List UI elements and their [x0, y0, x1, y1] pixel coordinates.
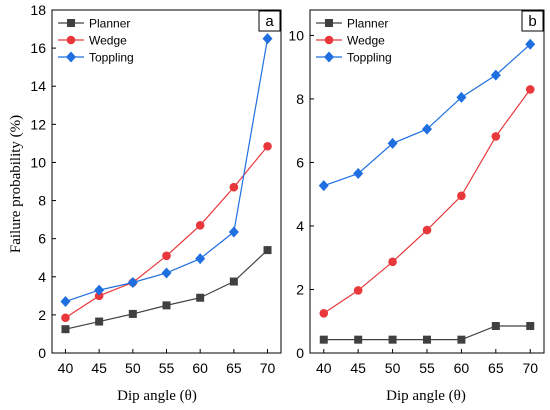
y-tick-label: 10: [288, 27, 304, 43]
legend-label: Planner: [347, 17, 388, 31]
data-point-planner: [95, 317, 104, 326]
data-point-toppling: [60, 296, 71, 308]
data-point-toppling: [387, 137, 398, 149]
legend-marker: [67, 19, 75, 27]
legend-marker: [325, 19, 333, 27]
y-tick-label: 16: [30, 40, 46, 56]
y-tick-label: 2: [38, 307, 46, 323]
y-tick-label: 4: [38, 269, 46, 285]
x-tick-label: 55: [419, 360, 435, 376]
x-tick-label: 60: [192, 360, 208, 376]
data-point-toppling: [161, 267, 172, 279]
data-point-wedge: [229, 182, 239, 192]
series-line-wedge: [323, 89, 531, 314]
data-point-toppling: [195, 253, 206, 265]
data-point-toppling: [127, 276, 138, 288]
x-tick-label: 55: [159, 360, 175, 376]
data-point-planner: [388, 335, 397, 344]
data-point-planner: [354, 335, 363, 344]
x-tick-label: 65: [488, 360, 504, 376]
legend-label: Wedge: [347, 34, 385, 48]
data-point-wedge: [491, 132, 501, 141]
data-point-planner: [229, 277, 238, 286]
chart-panel-b: 0 2 4 6 8 10 40 45 50 55 60 65 70 b Planner Wedge Toppli…: [288, 9, 545, 376]
x-tick-label: 60: [454, 360, 470, 376]
data-point-wedge: [195, 221, 205, 230]
data-point-wedge: [61, 313, 70, 323]
x-tick-label: 65: [226, 360, 242, 376]
y-tick-label: 6: [296, 154, 304, 170]
data-point-toppling: [490, 69, 501, 81]
data-point-planner: [61, 325, 70, 334]
x-tick-label: 40: [316, 360, 332, 376]
data-point-toppling: [94, 284, 105, 296]
series-line-toppling: [323, 43, 531, 187]
x-axis-label-right: Dip angle (θ): [386, 388, 466, 404]
y-tick-label: 8: [296, 91, 304, 107]
data-point-wedge: [353, 286, 363, 295]
x-tick-label: 50: [125, 360, 141, 376]
x-tick-label: 45: [91, 360, 107, 376]
data-point-toppling: [456, 91, 467, 103]
data-point-planner: [196, 293, 205, 302]
data-point-toppling: [525, 38, 536, 50]
panel-label-box: [521, 10, 544, 32]
y-tick-label: 4: [296, 218, 304, 234]
data-point-planner: [263, 246, 272, 255]
data-point-wedge: [319, 309, 329, 318]
data-point-planner: [128, 309, 137, 318]
y-axis-label: Failure probability (%): [8, 115, 24, 253]
data-point-wedge: [422, 225, 432, 235]
panel-label: b: [528, 13, 536, 30]
legend-label: Wedge: [89, 34, 127, 48]
data-point-wedge: [162, 251, 171, 261]
legend-label: Toppling: [347, 51, 392, 65]
legend-label: Toppling: [89, 51, 134, 65]
legend-marker: [66, 51, 76, 63]
y-tick-label: 8: [38, 193, 46, 209]
x-tick-label: 50: [385, 360, 401, 376]
y-tick-label: 10: [30, 154, 46, 170]
data-point-toppling: [353, 168, 364, 180]
legend-label: Planner: [89, 17, 130, 31]
plot-frame: [309, 9, 545, 354]
x-tick-label: 40: [58, 360, 74, 376]
y-tick-label: 0: [38, 345, 46, 361]
data-point-toppling: [422, 123, 432, 135]
y-tick-label: 18: [30, 2, 46, 18]
data-point-wedge: [263, 141, 272, 151]
series-line-toppling: [65, 38, 269, 303]
data-point-planner: [162, 301, 171, 310]
legend-marker: [324, 35, 334, 45]
x-tick-label: 45: [350, 360, 366, 376]
legend-marker: [66, 35, 76, 45]
y-tick-label: 2: [296, 281, 304, 297]
x-tick-label: 70: [260, 360, 276, 376]
x-tick-label: 70: [522, 360, 538, 376]
y-tick-label: 0: [296, 345, 304, 361]
y-tick-label: 6: [38, 231, 46, 247]
data-point-wedge: [388, 257, 397, 267]
data-point-planner: [457, 335, 466, 344]
data-point-wedge: [525, 85, 535, 94]
data-point-planner: [491, 322, 500, 331]
panel-label: a: [265, 13, 274, 30]
y-tick-label: 12: [30, 116, 46, 132]
data-point-wedge: [457, 191, 466, 201]
data-point-toppling: [318, 180, 329, 192]
chart-panel-a: 0 2 4 6 8 10 12 14 16 18 40 45 50 55 60 65 70 a Planner Wed…: [30, 2, 282, 376]
data-point-toppling: [228, 226, 239, 238]
legend-marker: [324, 51, 334, 63]
y-tick-label: 14: [30, 78, 46, 94]
data-point-planner: [423, 335, 431, 344]
panel-label-box: [258, 10, 281, 32]
data-point-planner: [526, 322, 535, 331]
x-axis-label-left: Dip angle (θ): [117, 388, 197, 404]
data-point-planner: [319, 335, 328, 344]
data-point-wedge: [94, 291, 104, 301]
data-point-toppling: [262, 33, 273, 45]
